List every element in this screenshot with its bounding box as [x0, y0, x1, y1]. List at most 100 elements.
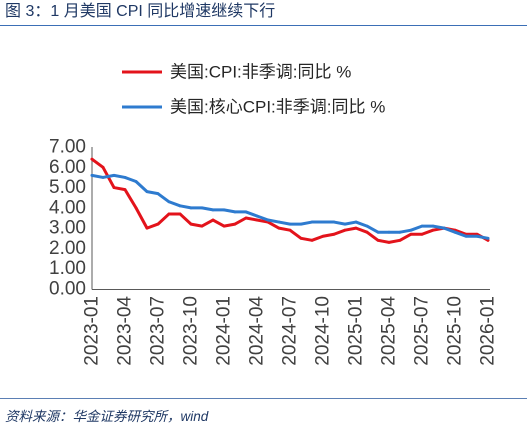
data-point-core-cpi	[233, 210, 237, 214]
data-point-core-cpi	[398, 230, 402, 234]
data-point-core-cpi	[167, 200, 171, 204]
y-tick-label: 3.00	[49, 218, 86, 239]
data-point-core-cpi	[486, 236, 490, 240]
x-tick-label: 2023-04	[115, 296, 136, 366]
x-tick-label: 2025-10	[445, 296, 466, 366]
title-divider	[0, 25, 527, 26]
plot-series	[90, 157, 490, 244]
x-axis-ticks: 2023-01 2023-04 2023-07 2023-10 2024-01 2024-…	[82, 296, 499, 366]
data-point-core-cpi	[134, 180, 138, 183]
data-point-core-cpi	[464, 234, 468, 238]
data-point-core-cpi	[101, 176, 105, 179]
y-tick-label: 0.00	[49, 279, 86, 300]
series-cpi	[90, 157, 490, 244]
data-point-core-cpi	[145, 190, 149, 194]
data-point-core-cpi	[156, 192, 160, 196]
data-point-cpi	[222, 224, 226, 228]
data-point-core-cpi	[365, 224, 369, 228]
data-point-cpi	[332, 232, 336, 236]
x-tick-label: 2023-10	[181, 296, 202, 366]
data-point-core-cpi	[255, 214, 259, 218]
source-note: 资料来源：华金证券研究所，wind	[5, 409, 209, 424]
data-point-core-cpi	[178, 204, 182, 208]
data-point-cpi	[123, 188, 127, 192]
data-point-core-cpi	[453, 230, 457, 234]
legend-item-core-cpi: 美国:核心CPI:非季调:同比 %	[122, 98, 385, 117]
data-point-core-cpi	[387, 230, 391, 234]
y-tick-label: 7.00	[49, 137, 86, 158]
y-tick-label: 6.00	[49, 157, 86, 178]
series-core-cpi	[90, 173, 490, 240]
y-tick-label: 1.00	[49, 258, 86, 279]
x-tick-label: 2025-07	[412, 296, 433, 366]
y-tick-label: 5.00	[49, 177, 86, 198]
x-tick-label: 2025-01	[346, 296, 367, 366]
data-point-cpi	[277, 226, 281, 230]
legend: 美国:CPI:非季调:同比 % 美国:核心CPI:非季调:同比 %	[122, 63, 385, 117]
data-point-core-cpi	[211, 208, 215, 212]
data-point-cpi	[178, 212, 182, 216]
data-point-cpi	[189, 222, 193, 226]
data-point-cpi	[343, 228, 347, 232]
footer-divider	[0, 398, 527, 399]
data-point-cpi	[299, 236, 303, 240]
data-point-cpi	[310, 238, 314, 242]
legend-label-core-cpi: 美国:核心CPI:非季调:同比 %	[170, 98, 385, 117]
data-point-cpi	[387, 240, 391, 244]
data-point-cpi	[288, 228, 292, 232]
data-point-core-cpi	[112, 174, 116, 177]
data-point-core-cpi	[310, 220, 314, 224]
data-point-cpi	[156, 222, 160, 226]
data-point-core-cpi	[277, 220, 281, 224]
x-tick-label: 2024-07	[280, 296, 301, 366]
data-point-core-cpi	[200, 206, 204, 210]
y-tick-label: 2.00	[49, 238, 86, 259]
x-tick-label: 2023-01	[82, 296, 103, 366]
data-point-core-cpi	[288, 222, 292, 226]
data-point-cpi	[90, 157, 94, 161]
data-point-cpi	[167, 212, 171, 216]
data-point-cpi	[112, 186, 116, 189]
data-point-cpi	[244, 216, 248, 220]
data-point-core-cpi	[266, 218, 270, 222]
data-point-core-cpi	[244, 210, 248, 214]
x-tick-label: 2023-07	[148, 296, 169, 366]
legend-item-cpi: 美国:CPI:非季调:同比 %	[122, 63, 351, 82]
data-point-cpi	[200, 224, 204, 228]
y-axis-ticks: 0.001.002.003.004.005.006.007.00	[49, 137, 86, 300]
data-point-core-cpi	[409, 228, 413, 232]
data-point-core-cpi	[354, 220, 358, 224]
data-point-core-cpi	[123, 176, 127, 179]
x-tick-label: 2026-01	[478, 296, 499, 366]
x-tick-label: 2024-01	[214, 296, 235, 366]
data-point-cpi	[101, 165, 105, 169]
data-point-cpi	[211, 218, 215, 222]
data-point-cpi	[376, 238, 380, 242]
data-point-core-cpi	[376, 230, 380, 234]
data-point-cpi	[398, 238, 402, 242]
data-point-core-cpi	[222, 208, 226, 212]
data-point-core-cpi	[321, 220, 325, 224]
data-point-core-cpi	[343, 222, 347, 226]
data-point-cpi	[431, 228, 435, 232]
data-point-cpi	[233, 222, 237, 226]
data-point-core-cpi	[189, 206, 193, 210]
y-axis: 0.001.002.003.004.005.006.007.00	[49, 137, 93, 300]
data-point-core-cpi	[420, 224, 424, 228]
x-tick-label: 2024-10	[313, 296, 334, 366]
x-tick-label: 2024-04	[247, 296, 268, 366]
data-point-core-cpi	[442, 226, 446, 230]
data-point-cpi	[321, 234, 325, 238]
x-tick-label: 2025-04	[379, 296, 400, 366]
x-axis: 2023-01 2023-04 2023-07 2023-10 2024-01 2024-…	[82, 289, 499, 366]
data-point-cpi	[409, 232, 413, 236]
data-point-cpi	[134, 206, 138, 210]
data-point-cpi	[420, 232, 424, 236]
data-point-cpi	[255, 218, 259, 222]
data-point-core-cpi	[299, 222, 303, 226]
data-point-core-cpi	[431, 224, 435, 228]
chart-title: 图 3：1 月美国 CPI 同比增速继续下行	[5, 3, 276, 20]
data-point-core-cpi	[90, 174, 94, 177]
